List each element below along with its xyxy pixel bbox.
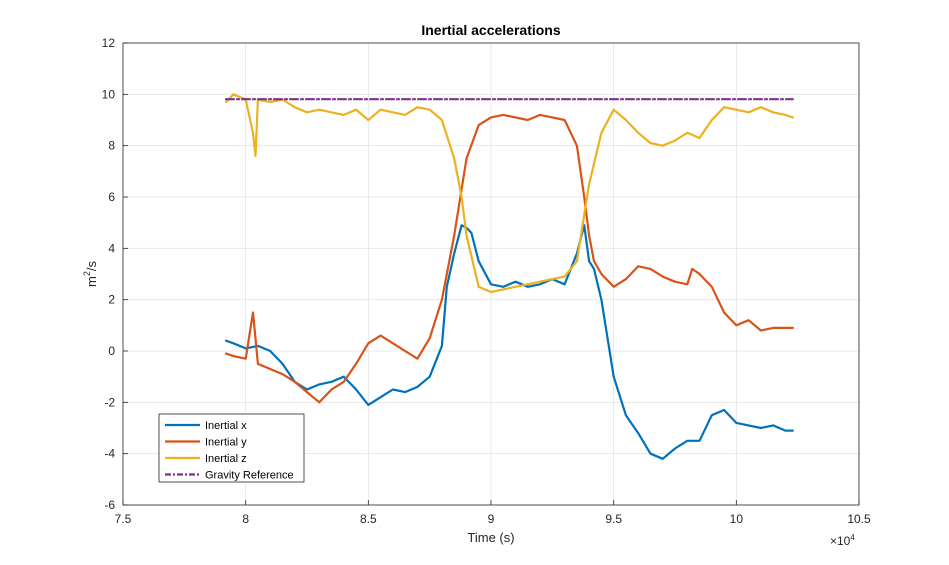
y-tick-label: 12 bbox=[102, 36, 116, 50]
x-tick-label: 10 bbox=[730, 512, 744, 526]
legend-label-1: Inertial x bbox=[205, 420, 247, 432]
x-axis-exponent-base: ×10 bbox=[830, 534, 851, 548]
legend-label-3: Inertial z bbox=[205, 453, 247, 465]
x-tick-label: 10.5 bbox=[847, 512, 871, 526]
axis-ticks: 7.5 8 8.5 9 9.5 10 10.5 -6 -4 -2 0 2 4 6 8 10 12 bbox=[102, 36, 871, 526]
y-tick-label: -4 bbox=[104, 447, 115, 461]
x-tick-label: 7.5 bbox=[115, 512, 132, 526]
y-axis-label-superscript: 2 bbox=[82, 271, 92, 276]
x-tick-label: 8.5 bbox=[360, 512, 377, 526]
legend: Inertial x Inertial y Inertial z Gravity Re… bbox=[158, 413, 305, 483]
x-tick-label: 9 bbox=[488, 512, 495, 526]
x-axis-exponent-power: 4 bbox=[850, 533, 855, 542]
series-line-1 bbox=[224, 224, 794, 460]
y-tick-label: 2 bbox=[108, 293, 115, 307]
y-tick-label: 10 bbox=[102, 87, 116, 101]
y-axis-label-base: m bbox=[84, 276, 99, 287]
x-axis-label: Time (s) bbox=[467, 530, 514, 545]
y-tick-label: -2 bbox=[104, 395, 115, 409]
chart-title: Inertial accelerations bbox=[421, 22, 561, 38]
legend-label-2: Inertial y bbox=[205, 437, 247, 449]
series-line-2 bbox=[224, 113, 794, 404]
x-tick-label: 9.5 bbox=[605, 512, 622, 526]
y-axis-label: m2/s bbox=[82, 261, 99, 287]
y-axis-label-tail: /s bbox=[84, 261, 99, 272]
y-tick-label: 0 bbox=[108, 344, 115, 358]
series-line-3 bbox=[224, 93, 794, 294]
x-axis-exponent: ×104 bbox=[830, 533, 855, 548]
y-tick-label: -6 bbox=[104, 498, 115, 512]
legend-items: Inertial x Inertial y Inertial z Gravity Re… bbox=[165, 420, 294, 482]
y-tick-label: 8 bbox=[108, 139, 115, 153]
legend-label-4: Gravity Reference bbox=[205, 470, 294, 482]
y-tick-label: 6 bbox=[108, 190, 115, 204]
x-tick-label: 8 bbox=[242, 512, 249, 526]
series-lines bbox=[224, 93, 794, 460]
y-tick-label: 4 bbox=[108, 241, 115, 255]
